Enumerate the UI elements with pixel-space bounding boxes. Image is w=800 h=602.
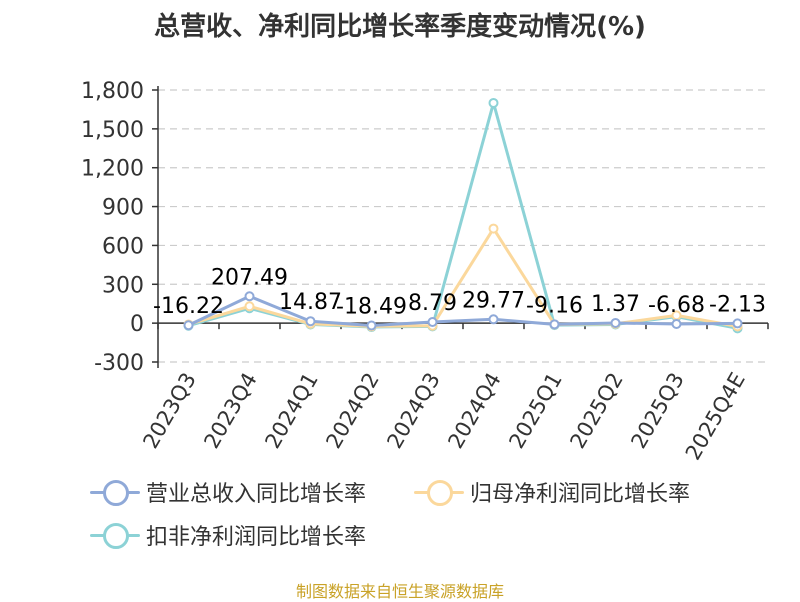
chart-title: 总营收、净利同比增长率季度变动情况(%) (154, 12, 646, 42)
data-label: -16.22 (153, 294, 224, 319)
data-point-revenue (732, 318, 743, 329)
data-point-revenue (610, 317, 621, 328)
legend-label-revenue: 营业总收入同比增长率 (146, 482, 367, 507)
legend-swatch-deducted (90, 517, 140, 553)
data-label: -18.49 (336, 295, 407, 320)
x-tick-label: 2024Q4 (443, 369, 505, 453)
legend-label-deducted: 扣非净利润同比增长率 (146, 525, 367, 550)
data-point-net-profit (244, 301, 255, 312)
data-label: -2.13 (709, 292, 766, 317)
data-point-revenue (366, 320, 377, 331)
legend-marker-revenue (103, 480, 129, 506)
x-tick-label: 2023Q4 (199, 369, 261, 453)
data-point-revenue (427, 317, 438, 328)
x-tick-label: 2024Q1 (260, 369, 322, 453)
data-label: 14.87 (279, 290, 342, 315)
data-label: -6.68 (648, 293, 705, 318)
data-label: 8.79 (408, 291, 457, 316)
data-label: 207.49 (211, 265, 288, 290)
legend-swatch-net-profit (414, 474, 464, 510)
data-point-revenue (305, 316, 316, 327)
data-label: 29.77 (462, 288, 525, 313)
series-line-net-profit (188, 227, 738, 328)
y-tick-label: 900 (102, 196, 144, 221)
data-label: -9.16 (526, 293, 583, 318)
legend-item-net-profit[interactable]: 归母净利润同比增长率 (414, 474, 690, 510)
x-tick-label: 2025Q4E (681, 369, 750, 465)
series-line-revenue (187, 294, 738, 328)
data-label: 1.37 (591, 292, 640, 317)
x-tick-label: 2024Q2 (321, 369, 383, 453)
legend-marker-deducted (103, 523, 129, 549)
data-point-revenue (549, 319, 560, 330)
x-tick-label: 2025Q1 (504, 369, 566, 453)
data-point-revenue (488, 314, 499, 325)
y-tick-label: -300 (94, 351, 144, 376)
y-tick-label: 600 (102, 234, 144, 259)
x-tick-label: 2023Q3 (138, 369, 200, 453)
x-tick-label: 2025Q2 (565, 369, 627, 453)
data-point-deducted (488, 97, 499, 108)
data-point-net-profit (488, 223, 499, 234)
y-tick-label: 1,500 (81, 118, 144, 143)
x-tick-label: 2025Q3 (626, 369, 688, 453)
y-tick-label: 300 (102, 273, 144, 298)
legend-item-revenue[interactable]: 营业总收入同比增长率 (90, 474, 366, 510)
data-point-revenue (671, 319, 682, 330)
legend-label-net-profit: 归母净利润同比增长率 (470, 482, 691, 507)
source-note: 制图数据来自恒生聚源数据库 (295, 582, 504, 601)
y-tick-label: 1,800 (81, 79, 144, 104)
x-tick-label: 2024Q3 (382, 369, 444, 453)
data-point-revenue (244, 291, 255, 302)
legend-swatch-revenue (90, 474, 140, 510)
y-tick-label: 1,200 (81, 157, 144, 182)
y-tick-label: 0 (130, 312, 144, 337)
data-point-revenue (183, 320, 194, 331)
legend-marker-net-profit (427, 480, 453, 506)
legend-item-deducted[interactable]: 扣非净利润同比增长率 (90, 517, 366, 553)
